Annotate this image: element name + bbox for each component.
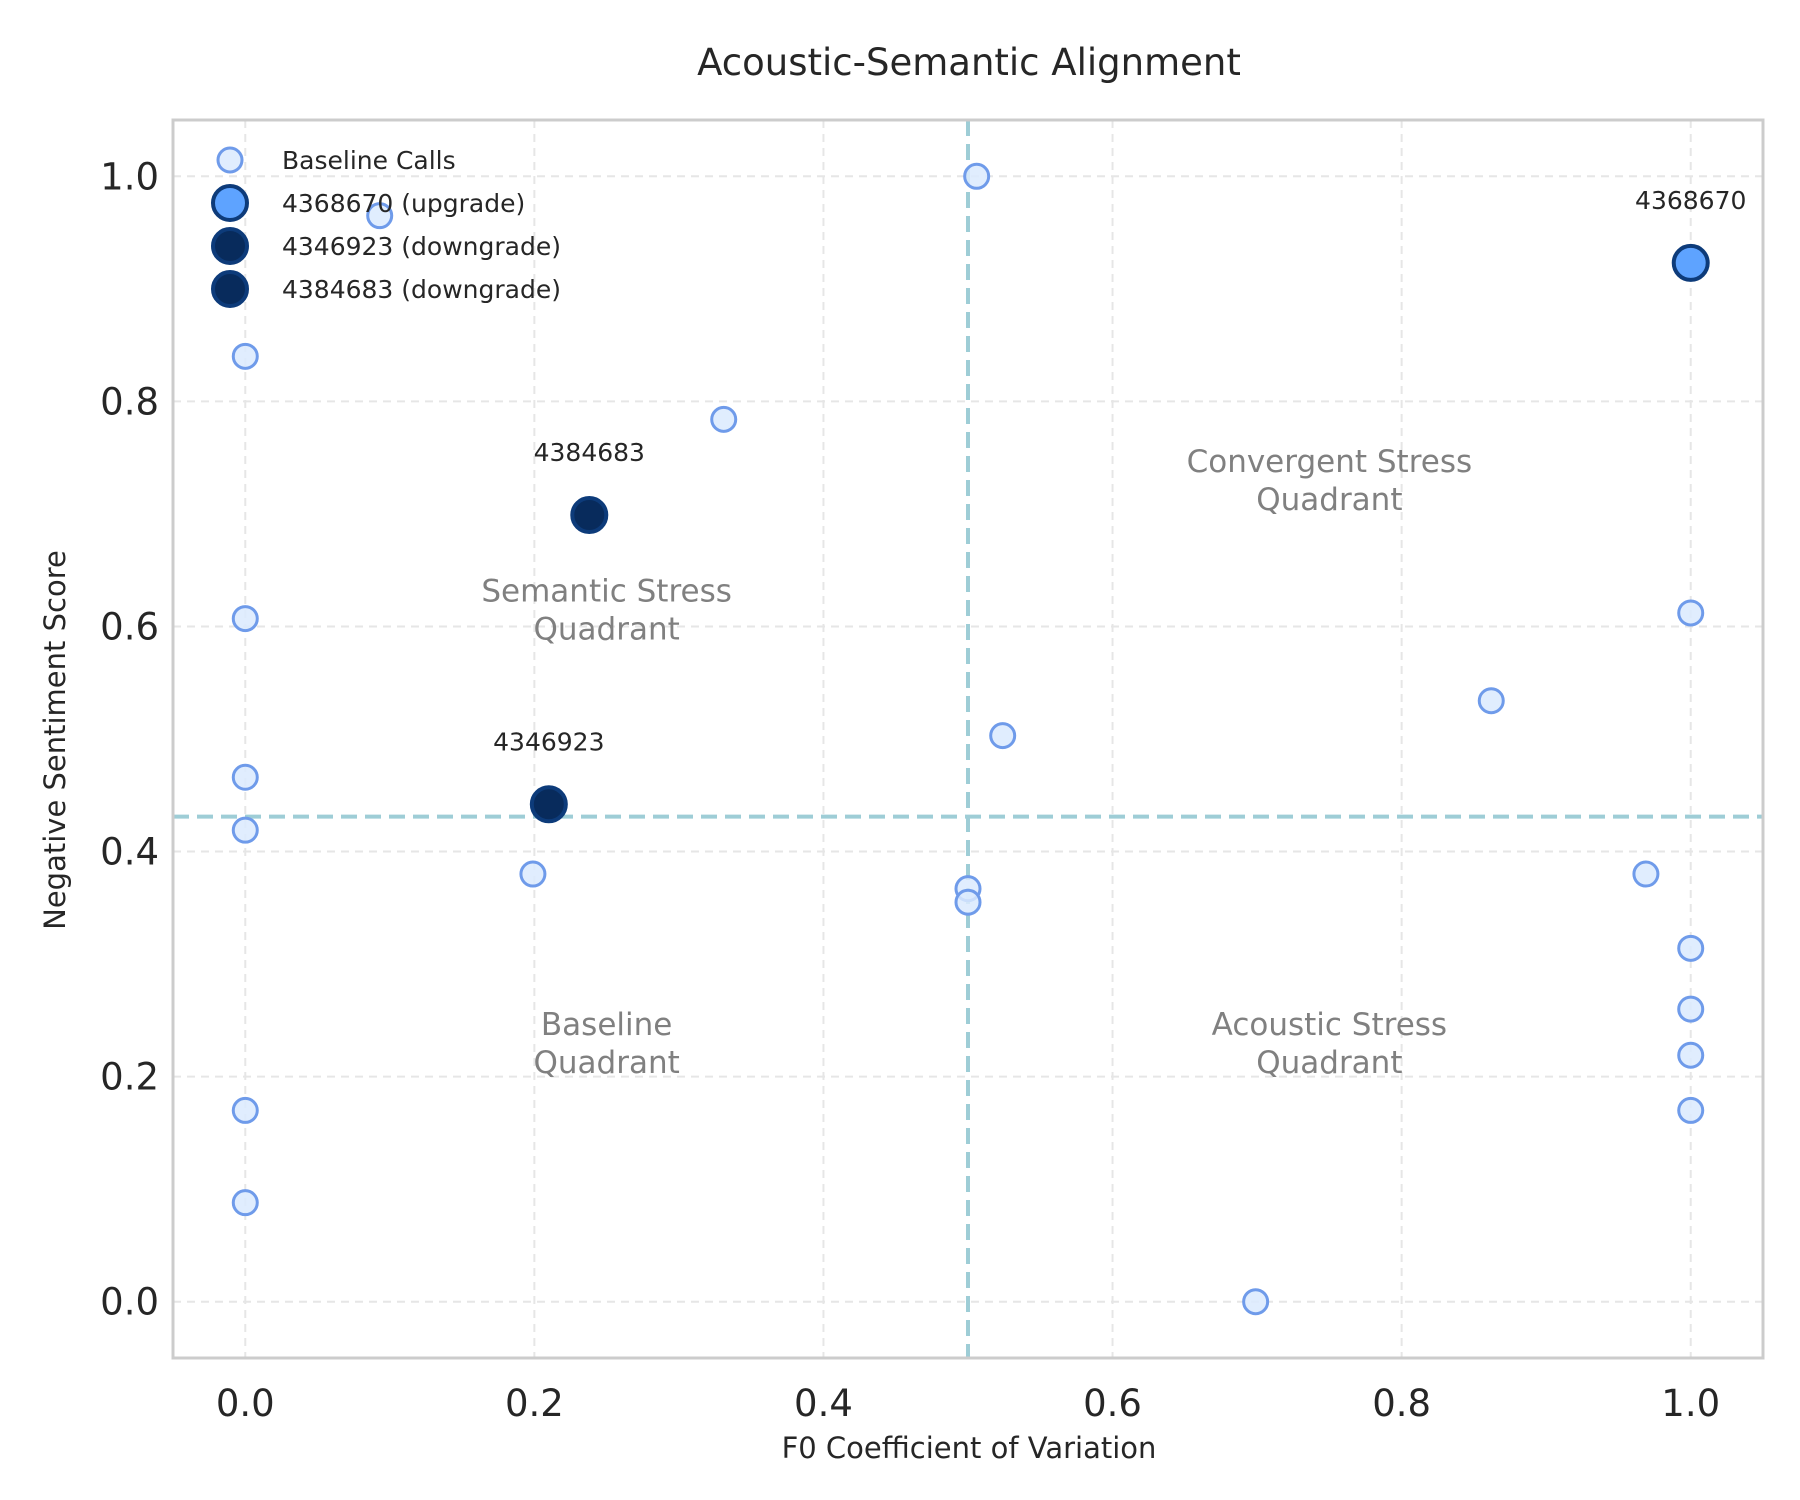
x-tick-label: 0.2 — [505, 1382, 564, 1425]
y-tick-label: 0.8 — [100, 380, 159, 423]
baseline-call-point — [1677, 934, 1705, 962]
baseline-call-point — [231, 605, 259, 633]
quadrant-label: Baseline — [541, 1007, 672, 1043]
call-id-label: 4384683 — [534, 438, 645, 467]
quadrant-label: Acoustic Stress — [1212, 1007, 1447, 1043]
plot-frame — [171, 118, 1765, 1360]
legend-label: 4346923 (downgrade) — [282, 232, 561, 261]
y-tick-label: 0.4 — [100, 831, 159, 874]
legend: Baseline Calls 4368670 (upgrade) 4346923 (… — [211, 146, 561, 308]
quadrant-label: Convergent Stress — [1187, 444, 1473, 480]
highlighted-call-point — [529, 785, 568, 824]
legend-label: 4368670 (upgrade) — [282, 189, 525, 218]
x-tick-label: 0.4 — [794, 1382, 853, 1425]
y-tick-label: 1.0 — [100, 155, 159, 198]
y-tick-label: 0.2 — [100, 1056, 159, 1099]
baseline-call-point — [231, 342, 259, 370]
call-id-label: 4368670 — [1635, 186, 1746, 215]
baseline-call-point — [1242, 1288, 1270, 1316]
legend-label: 4384683 (downgrade) — [282, 275, 561, 304]
baseline-call-point — [231, 816, 259, 844]
baseline-call-point — [963, 162, 991, 190]
legend-marker — [211, 270, 249, 308]
baseline-call-point — [989, 722, 1017, 750]
call-id-label: 4346923 — [493, 727, 604, 756]
quadrant-label: Quadrant — [1256, 1045, 1402, 1081]
tick-labels: 0.0 0.2 0.4 0.6 0.8 1.0 0.0 0.2 0.4 0.6 0.8 1.0 — [100, 155, 1720, 1425]
x-tick-label: 0.8 — [1372, 1382, 1431, 1425]
baseline-call-point — [231, 1189, 259, 1217]
x-tick-label: 0.6 — [1083, 1382, 1142, 1425]
quadrant-label: Semantic Stress — [481, 574, 732, 610]
y-axis-label: Negative Sentiment Score — [38, 550, 72, 930]
baseline-call-point — [231, 763, 259, 791]
x-tick-label: 0.0 — [216, 1382, 275, 1425]
quadrant-label: Quadrant — [533, 1045, 679, 1081]
baseline-call-point — [954, 888, 982, 916]
baseline-call-point — [519, 860, 547, 888]
grid — [173, 120, 1763, 1358]
baseline-call-point — [1677, 1041, 1705, 1069]
y-tick-label: 0.6 — [100, 605, 159, 648]
threshold-lines — [173, 120, 1763, 1358]
legend-label: Baseline Calls — [282, 146, 456, 175]
x-tick-label: 1.0 — [1661, 1382, 1720, 1425]
highlighted-call-point — [1671, 243, 1710, 282]
point-labels: 4368670 4346923 4384683 — [493, 186, 1746, 756]
legend-marker — [211, 184, 249, 222]
quadrant-label: Quadrant — [1256, 482, 1402, 518]
baseline-call-point — [1677, 995, 1705, 1023]
legend-marker — [216, 146, 244, 174]
data-points — [231, 162, 1710, 1316]
baseline-call-point — [231, 1096, 259, 1124]
x-axis-label: F0 Coefficient of Variation — [782, 1431, 1157, 1465]
legend-marker — [211, 227, 249, 265]
baseline-call-point — [1677, 1096, 1705, 1124]
baseline-call-point — [710, 405, 738, 433]
highlighted-call-point — [570, 496, 609, 535]
chart-title: Acoustic-Semantic Alignment — [697, 41, 1241, 84]
quadrant-label: Quadrant — [533, 612, 679, 648]
baseline-call-point — [1677, 599, 1705, 627]
baseline-call-point — [1477, 687, 1505, 715]
baseline-call-point — [366, 202, 394, 230]
y-tick-label: 0.0 — [100, 1281, 159, 1324]
baseline-call-point — [1632, 860, 1660, 888]
